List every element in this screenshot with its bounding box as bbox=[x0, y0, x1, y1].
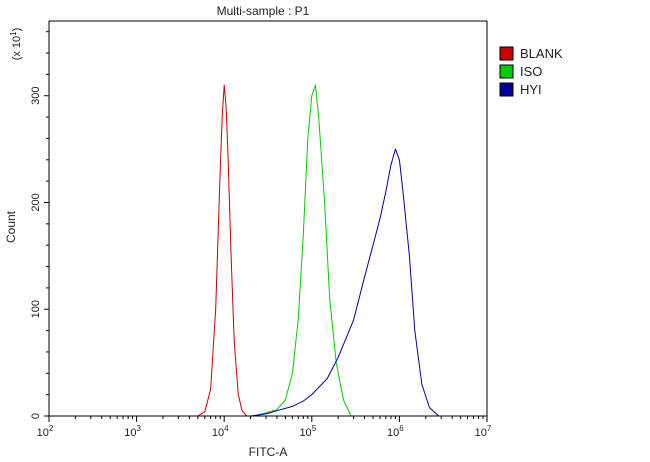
legend-label-hyi: HYI bbox=[520, 82, 542, 97]
x-tick-base: 10 bbox=[299, 427, 311, 439]
x-tick-label: 107 bbox=[475, 424, 492, 439]
x-tick-exponent: 6 bbox=[399, 424, 404, 433]
series-line-hyi bbox=[250, 148, 439, 417]
histogram-series bbox=[197, 84, 439, 417]
y-tick-label: 200 bbox=[30, 193, 42, 211]
x-tick-exponent: 3 bbox=[136, 424, 141, 433]
x-tick-label: 105 bbox=[299, 424, 316, 439]
y-multiplier-exponent: 1 bbox=[9, 31, 18, 36]
x-tick-label: 104 bbox=[212, 424, 229, 439]
legend: BLANK ISO HYI bbox=[499, 46, 563, 97]
y-tick-label: 300 bbox=[30, 87, 42, 105]
y-axis-label: Count bbox=[4, 210, 18, 243]
x-tick-base: 10 bbox=[37, 427, 49, 439]
legend-label-blank: BLANK bbox=[520, 46, 563, 61]
legend-swatch-blank bbox=[499, 46, 514, 61]
x-tick-label: 103 bbox=[124, 424, 141, 439]
y-multiplier-close: ) bbox=[11, 28, 23, 32]
legend-swatch-hyi bbox=[499, 82, 514, 97]
y-multiplier-base: (x 10 bbox=[11, 36, 23, 60]
x-tick-base: 10 bbox=[124, 427, 136, 439]
legend-label-iso: ISO bbox=[520, 64, 542, 79]
plot-frame bbox=[48, 20, 488, 417]
x-tick-exponent: 2 bbox=[49, 424, 54, 433]
x-tick-base: 10 bbox=[212, 427, 224, 439]
y-tick-label: 100 bbox=[30, 300, 42, 318]
y-axis-multiplier: (x 101) bbox=[9, 28, 23, 61]
x-tick-exponent: 4 bbox=[224, 424, 229, 433]
legend-swatch-iso bbox=[499, 64, 514, 79]
chart-title: Multi-sample : P1 bbox=[217, 4, 310, 18]
x-tick-base: 10 bbox=[475, 427, 487, 439]
x-tick-base: 10 bbox=[387, 427, 399, 439]
series-line-iso bbox=[254, 84, 352, 417]
x-tick-exponent: 7 bbox=[487, 424, 492, 433]
x-tick-label: 106 bbox=[387, 424, 404, 439]
x-tick-exponent: 5 bbox=[312, 424, 317, 433]
x-tick-label: 102 bbox=[37, 424, 54, 439]
svg-text:(x 101): (x 101) bbox=[9, 28, 23, 61]
y-tick-label: 0 bbox=[30, 413, 42, 419]
series-line-blank bbox=[197, 84, 247, 417]
x-axis-label: FITC-A bbox=[249, 445, 288, 459]
